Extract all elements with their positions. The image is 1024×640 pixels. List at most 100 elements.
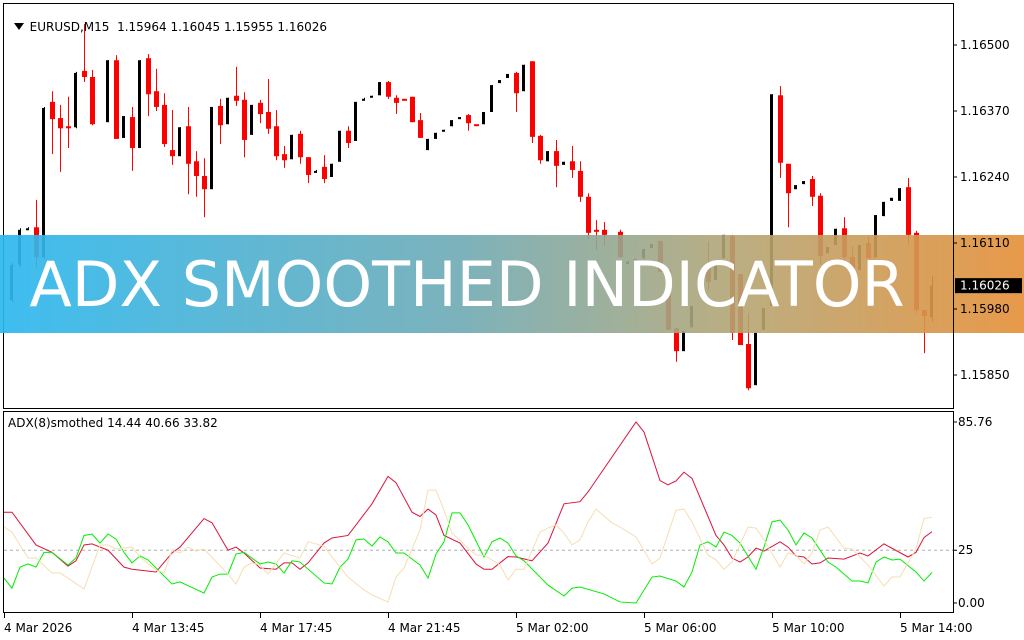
candle-body	[898, 188, 901, 201]
minus-di-line	[3, 489, 933, 603]
bull-candle	[378, 82, 381, 96]
price-chart-window[interactable]	[3, 3, 954, 409]
bull-candle	[882, 201, 885, 217]
candle-body	[674, 328, 679, 352]
price-axis-overlay: 1.16500 1.16370 1.16240 1.16110 1.15980 1.158…	[953, 3, 1022, 409]
bear-candle	[674, 328, 679, 362]
candle-body	[770, 94, 773, 306]
indicator-axis-label: 0.00	[958, 596, 985, 610]
bear-candle	[154, 68, 159, 111]
candle-body	[362, 98, 365, 101]
candle-body	[114, 60, 119, 139]
bull-candle	[450, 120, 453, 127]
bull-candle	[562, 161, 565, 165]
bear-candle	[306, 157, 311, 184]
bear-candle	[402, 98, 407, 101]
candle-body	[194, 161, 199, 176]
bull-candle	[42, 106, 45, 259]
candle-body	[442, 129, 445, 132]
candle-body	[578, 170, 583, 197]
bear-candle	[298, 130, 303, 164]
candle-body	[266, 112, 271, 129]
candle-body	[106, 60, 109, 123]
candle-body	[298, 133, 303, 158]
adx-line	[4, 421, 933, 573]
candle-body	[74, 72, 77, 128]
candle-body	[370, 95, 373, 98]
candle-body	[586, 196, 591, 233]
bull-candle	[362, 97, 365, 101]
triangle-down-icon[interactable]	[13, 23, 24, 30]
bear-candle	[570, 146, 575, 179]
bull-candle	[522, 64, 525, 92]
bear-candle	[514, 71, 519, 113]
time-label: 5 Mar 10:00	[772, 621, 845, 635]
candle-body	[378, 82, 381, 96]
bull-candle	[794, 185, 797, 190]
candle-body	[330, 163, 333, 177]
candle-body	[250, 104, 253, 135]
candle-body	[186, 126, 191, 164]
bear-candle	[410, 96, 415, 123]
bull-candle	[330, 163, 333, 177]
candle-body	[522, 64, 525, 92]
candle-body	[746, 344, 751, 389]
candle-body	[794, 185, 797, 190]
candle-body	[386, 82, 391, 97]
candle-body	[178, 127, 181, 157]
bull-candle	[434, 132, 437, 139]
bull-candle	[106, 60, 109, 123]
bear-candle	[114, 55, 119, 139]
time-label: 4 Mar 17:45	[260, 621, 333, 635]
bear-candle	[466, 114, 471, 131]
bear-candle	[170, 109, 175, 165]
candle-body	[90, 76, 95, 125]
candle-body	[226, 97, 229, 125]
bull-candle	[442, 129, 445, 132]
candle-body	[802, 181, 805, 185]
candle-body	[306, 157, 311, 175]
candle-body	[210, 106, 213, 190]
bear-candle	[586, 193, 591, 239]
candle-body	[58, 118, 63, 129]
bear-candle	[218, 98, 223, 144]
bull-candle	[138, 60, 141, 149]
bull-candle	[506, 73, 509, 78]
price-label: 1.15980	[960, 302, 1010, 316]
candle-body	[146, 58, 151, 95]
adx-indicator-window[interactable]: 85.76 25 0.00	[3, 411, 993, 613]
title-banner: ADX SMOOTHED INDICATOR	[0, 235, 1024, 333]
candle-body	[546, 151, 549, 162]
bear-candle	[538, 134, 543, 164]
candle-body	[66, 126, 71, 129]
candle-body	[778, 95, 783, 163]
candle-body	[162, 104, 167, 144]
candle-body	[458, 117, 461, 120]
candle-body	[122, 116, 125, 138]
bull-candle	[178, 127, 181, 157]
candle-body	[482, 112, 485, 125]
candle-body	[354, 101, 357, 141]
bear-candle	[82, 24, 87, 83]
bear-candle	[146, 54, 151, 117]
candle-body	[538, 135, 543, 161]
bear-candle	[234, 66, 239, 106]
bear-candle	[274, 109, 279, 161]
candle-body	[786, 163, 791, 194]
current-price-text: 1.16026	[960, 279, 1010, 293]
bull-candle	[498, 80, 501, 84]
bull-candle	[290, 134, 293, 160]
ohlc-values: 1.15964 1.16045 1.15955 1.16026	[117, 20, 327, 34]
candle-body	[490, 85, 493, 113]
candle-body	[434, 132, 437, 139]
candle-body	[426, 138, 429, 151]
bear-candle	[186, 106, 191, 195]
candle-body	[82, 70, 87, 77]
bull-candle	[250, 104, 253, 135]
candle-body	[346, 130, 351, 143]
bull-candle	[354, 101, 357, 141]
candle-body	[562, 161, 565, 165]
indicator-axis: 85.76 25 0.00	[953, 415, 992, 610]
candle-body	[338, 130, 341, 162]
